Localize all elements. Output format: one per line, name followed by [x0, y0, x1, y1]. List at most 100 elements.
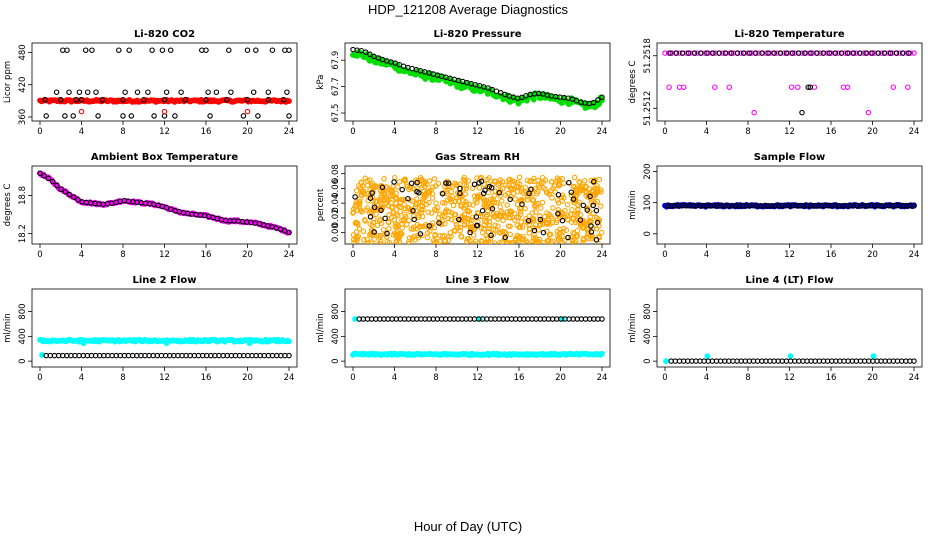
panel-title: Li-820 Pressure — [433, 29, 521, 40]
data-point — [893, 203, 899, 209]
data-point — [668, 203, 675, 209]
x-tick-label: 24 — [597, 250, 608, 260]
data-point — [265, 89, 272, 95]
data-point — [530, 216, 537, 222]
data-point — [126, 47, 132, 53]
data-point — [403, 221, 410, 228]
data-point — [71, 194, 77, 200]
data-point — [255, 113, 261, 119]
data-point — [777, 50, 784, 56]
data-point — [808, 50, 814, 56]
data-point — [459, 203, 465, 209]
data-point — [450, 202, 457, 209]
data-point — [811, 203, 817, 209]
data-point — [550, 238, 556, 244]
data-point — [163, 89, 170, 95]
panel-title: Line 4 (LT) Flow — [745, 275, 833, 286]
data-point — [95, 113, 101, 119]
data-point — [66, 191, 73, 198]
data-point — [676, 203, 682, 209]
data-point — [474, 199, 480, 206]
data-point — [820, 50, 826, 56]
data-point — [704, 50, 710, 56]
data-point — [573, 233, 580, 239]
data-point — [865, 109, 872, 116]
data-point — [512, 237, 519, 243]
data-point — [82, 47, 89, 53]
data-point — [66, 89, 72, 95]
data-point — [460, 197, 467, 204]
y-tick-label: 51.2518 — [643, 38, 653, 73]
data-point — [523, 238, 530, 244]
data-point — [508, 187, 515, 193]
data-point — [728, 50, 735, 56]
data-point — [850, 50, 857, 56]
x-tick-label: 20 — [555, 127, 566, 137]
data-point — [725, 203, 732, 209]
data-point — [750, 203, 757, 209]
data-point — [502, 192, 509, 198]
panel-rh: Gas Stream RH 0 4 8 12 16 20 24 0.000.020.040.06… — [316, 152, 611, 260]
data-point — [402, 211, 408, 217]
y-tick-label: 200 — [643, 163, 653, 179]
data-point — [122, 89, 128, 95]
data-point — [526, 190, 532, 197]
data-point — [425, 189, 432, 196]
data-point — [893, 50, 900, 56]
data-point — [503, 182, 509, 188]
data-point — [800, 203, 807, 209]
data-point — [590, 99, 597, 106]
data-point — [406, 217, 412, 224]
data-point — [371, 204, 378, 211]
data-point — [805, 84, 811, 90]
data-point — [78, 97, 85, 103]
data-point — [399, 186, 405, 193]
data-point — [492, 178, 499, 184]
data-point — [371, 236, 377, 243]
data-point — [350, 236, 357, 243]
data-point — [515, 214, 522, 221]
data-point — [389, 204, 396, 211]
data-point — [593, 226, 600, 232]
data-point — [362, 49, 369, 55]
data-point — [587, 219, 593, 226]
data-point — [244, 108, 251, 115]
data-point — [128, 113, 135, 119]
data-point — [360, 188, 367, 195]
data-point — [815, 203, 821, 209]
data-point — [479, 207, 486, 214]
data-point — [832, 203, 839, 209]
data-point — [353, 201, 359, 208]
data-point — [470, 202, 476, 208]
data-point — [420, 206, 426, 213]
data-point — [544, 238, 551, 244]
y-axis-label: degrees C — [628, 61, 638, 104]
data-point — [522, 219, 529, 225]
data-point — [207, 113, 213, 119]
data-point — [417, 231, 424, 237]
data-point — [457, 228, 463, 234]
data-point — [693, 203, 700, 209]
data-point — [765, 203, 771, 209]
y-axis-label: Licor ppm — [3, 61, 13, 103]
data-point — [432, 183, 439, 189]
data-point — [416, 214, 422, 221]
data-point — [182, 97, 189, 103]
data-point — [565, 213, 571, 219]
data-point — [863, 50, 869, 56]
x-tick-label: 12 — [784, 250, 795, 260]
data-point — [586, 186, 593, 192]
data-point — [517, 224, 523, 230]
data-point — [410, 213, 417, 219]
data-point — [434, 204, 441, 211]
data-point — [413, 208, 419, 214]
data-point — [284, 89, 290, 95]
data-point — [356, 183, 362, 189]
data-point — [352, 316, 358, 322]
data-point — [839, 203, 846, 209]
data-layer — [37, 47, 292, 119]
data-point — [587, 193, 593, 200]
data-point — [391, 179, 397, 185]
data-point — [406, 186, 412, 193]
data-point — [743, 203, 750, 209]
